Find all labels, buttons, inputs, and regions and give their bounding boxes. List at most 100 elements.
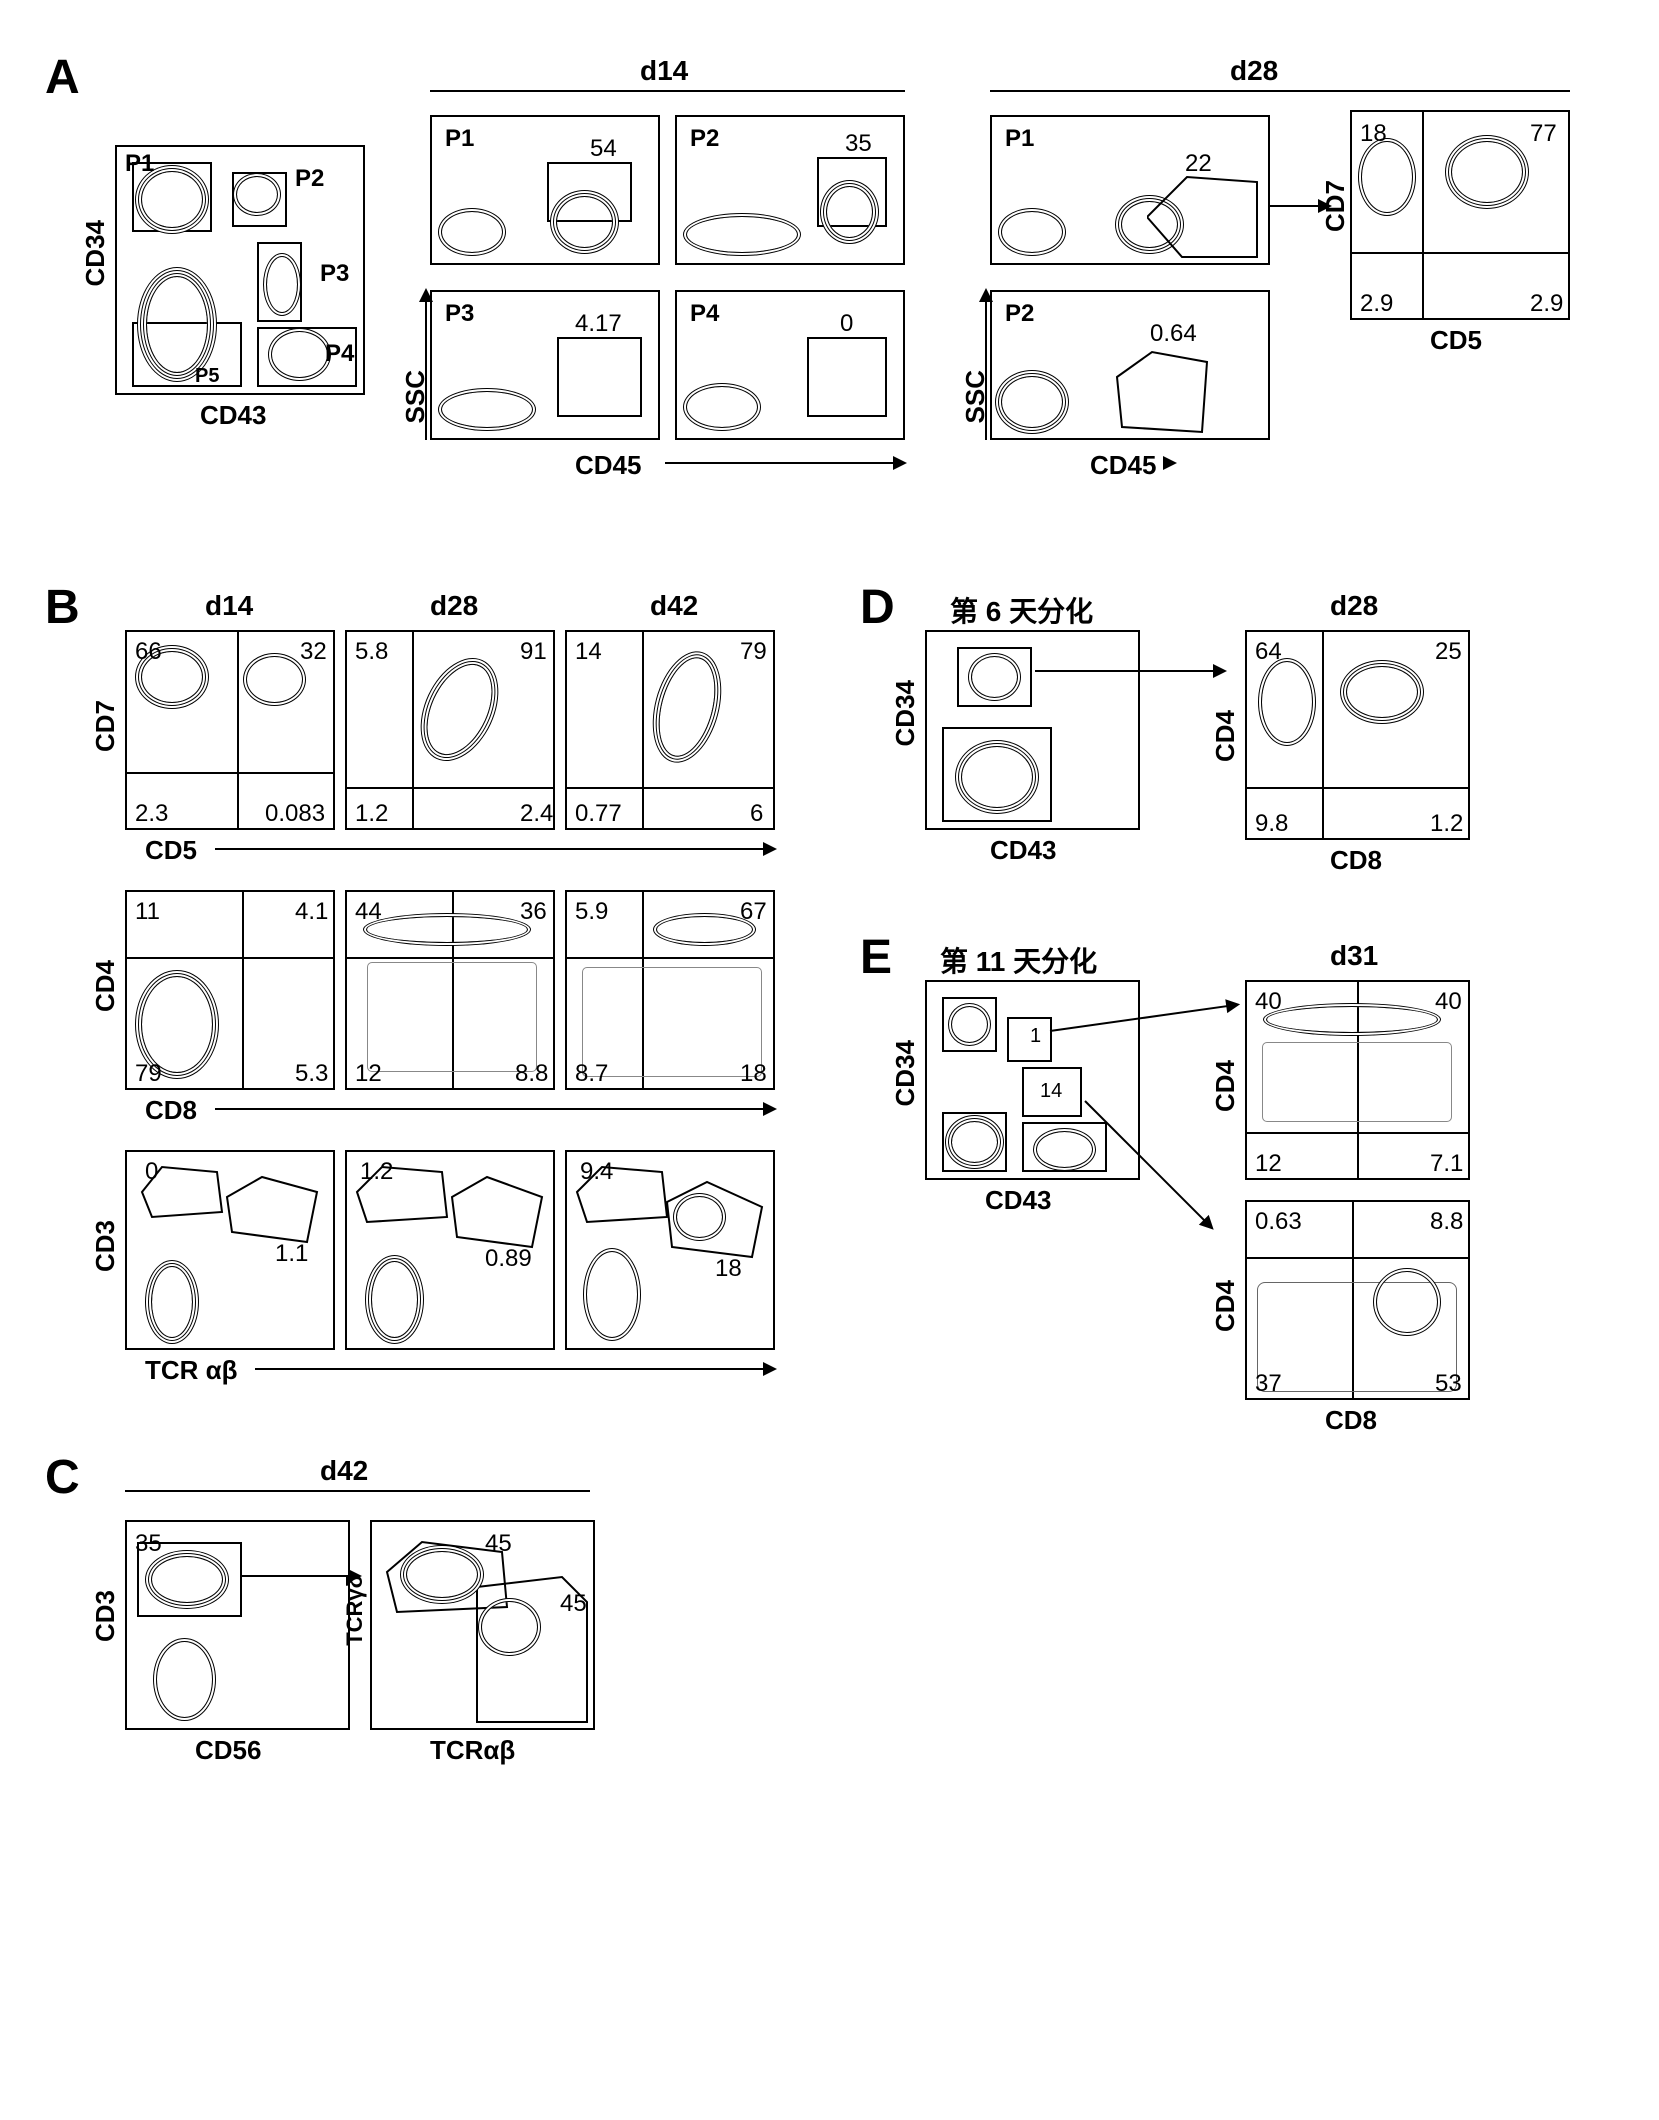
b-r1-d28-tl: 5.8 xyxy=(355,638,388,666)
d-left-y: CD34 xyxy=(890,680,921,746)
d-right-x: CD8 xyxy=(1330,845,1382,876)
d28-quad-y: CD7 xyxy=(1320,180,1351,232)
d14-p2-value: 35 xyxy=(845,130,872,158)
b-r3-d14-tl: 0 xyxy=(145,1158,158,1186)
b-r3-x: TCR αβ xyxy=(145,1355,238,1386)
c-right-plot xyxy=(370,1520,595,1730)
d28-quad-bl: 2.9 xyxy=(1360,290,1393,318)
e-bot-bl: 37 xyxy=(1255,1370,1282,1398)
b-r3-y: CD3 xyxy=(90,1220,121,1272)
e-gate2: 14 xyxy=(1040,1080,1062,1103)
gate-p5-label: P5 xyxy=(195,365,219,388)
c-left-y: CD3 xyxy=(90,1590,121,1642)
b-r2-d42-tr: 67 xyxy=(740,898,767,926)
d-right-header: d28 xyxy=(1330,590,1378,622)
e-bot-x: CD8 xyxy=(1325,1405,1377,1436)
d-quad-tr: 25 xyxy=(1435,638,1462,666)
b-h-d42: d42 xyxy=(650,590,698,622)
e-top-br: 7.1 xyxy=(1430,1150,1463,1178)
b-r2-d14-tl: 11 xyxy=(135,898,160,926)
d28-x-axis: CD45 xyxy=(1090,450,1156,481)
d14-p3-value: 4.17 xyxy=(575,310,622,338)
gate-p2-label: P2 xyxy=(295,165,324,193)
e-header: 第 11 天分化 xyxy=(940,940,1097,980)
c-header-line xyxy=(125,1490,590,1492)
gate-p3-label: P3 xyxy=(320,260,349,288)
c-left-x: CD56 xyxy=(195,1735,261,1766)
e-bot-tr: 8.8 xyxy=(1430,1208,1463,1236)
d14-p1-value: 54 xyxy=(590,135,617,163)
b-r1-d42-bl: 0.77 xyxy=(575,800,622,828)
d-left-x: CD43 xyxy=(990,835,1056,866)
d14-header-line xyxy=(430,90,905,92)
b-r1-d14-tl: 66 xyxy=(135,638,162,666)
b-r1-d42-br: 6 xyxy=(750,800,763,828)
b-r1-d28-br: 2.4 xyxy=(520,800,553,828)
c-right-y: TCRγδ xyxy=(342,1575,368,1646)
d28-p1-label: P1 xyxy=(1005,125,1034,153)
d14-x-arrow xyxy=(665,462,905,464)
panel-a-left-x: CD43 xyxy=(200,400,266,431)
d-header: 第 6 天分化 xyxy=(950,590,1093,630)
b-r1-d14-br: 0.083 xyxy=(265,800,325,828)
e-bot-br: 53 xyxy=(1435,1370,1462,1398)
gate-p4-label: P4 xyxy=(325,340,354,368)
d28-quad-tl: 18 xyxy=(1360,120,1387,148)
d14-x-axis: CD45 xyxy=(575,450,641,481)
c-right-x: TCRαβ xyxy=(430,1735,515,1766)
b-r2-d28-tl: 44 xyxy=(355,898,382,926)
b-r2-d14-tr: 4.1 xyxy=(295,898,328,926)
d14-p3-label: P3 xyxy=(445,300,474,328)
b-r2-d14-br: 5.3 xyxy=(295,1060,328,1088)
e-right-header: d31 xyxy=(1330,940,1378,972)
d14-p4-value: 0 xyxy=(840,310,853,338)
d-quad-br: 1.2 xyxy=(1430,810,1463,838)
c-left-value: 35 xyxy=(135,1530,162,1558)
d28-p2-value: 0.64 xyxy=(1150,320,1197,348)
b-r1-d28-bl: 1.2 xyxy=(355,800,388,828)
e-top-y: CD4 xyxy=(1210,1060,1241,1112)
b-r3-d42-tl: 9.4 xyxy=(580,1158,613,1186)
b-r3-d28-tl: 1.2 xyxy=(360,1158,393,1186)
d28-header-line xyxy=(990,90,1570,92)
b-r2-d42-br: 18 xyxy=(740,1060,767,1088)
b-r2-d42-bl: 8.7 xyxy=(575,1060,608,1088)
gate-p1-label: P1 xyxy=(125,150,154,178)
b-r2-x: CD8 xyxy=(145,1095,197,1126)
b-r3-d14-right: 1.1 xyxy=(275,1240,308,1268)
b-r2-d28-br: 8.8 xyxy=(515,1060,548,1088)
b-r1-d14-bl: 2.3 xyxy=(135,800,168,828)
b-r2-d28-tr: 36 xyxy=(520,898,547,926)
b-r1-d42-tr: 79 xyxy=(740,638,767,666)
b-r2-d28-bl: 12 xyxy=(355,1060,382,1088)
b-r2-x-arrow xyxy=(215,1108,775,1110)
e-gate1: 1 xyxy=(1030,1025,1041,1048)
c-right-right: 45 xyxy=(560,1590,587,1618)
b-r1-x: CD5 xyxy=(145,835,197,866)
e-left-y: CD34 xyxy=(890,1040,921,1106)
d14-y-arrow xyxy=(425,290,427,440)
d-quad-tl: 64 xyxy=(1255,638,1282,666)
b-r1-d42-tl: 14 xyxy=(575,638,602,666)
b-h-d28: d28 xyxy=(430,590,478,622)
e-bot-tl: 0.63 xyxy=(1255,1208,1302,1236)
d28-p1-value: 22 xyxy=(1185,150,1212,178)
d-right-y: CD4 xyxy=(1210,710,1241,762)
b-r1-x-arrow xyxy=(215,848,775,850)
d-arrow xyxy=(1035,670,1225,672)
d28-p2-label: P2 xyxy=(1005,300,1034,328)
panel-d-letter: D xyxy=(860,580,895,635)
d28-y-arrow xyxy=(985,290,987,440)
b-r1-d14-tr: 32 xyxy=(300,638,327,666)
b-r3-d28-right: 0.89 xyxy=(485,1245,532,1273)
e-left-x: CD43 xyxy=(985,1185,1051,1216)
d28-header: d28 xyxy=(1230,55,1278,87)
b-r2-y: CD4 xyxy=(90,960,121,1012)
b-r3-d42-right: 18 xyxy=(715,1255,742,1283)
panel-a-left-y: CD34 xyxy=(80,220,111,286)
e-top-bl: 12 xyxy=(1255,1150,1282,1178)
d-quad-bl: 9.8 xyxy=(1255,810,1288,838)
b-r2-d14-bl: 79 xyxy=(135,1060,162,1088)
e-left-plot xyxy=(925,980,1140,1180)
d14-p1-label: P1 xyxy=(445,125,474,153)
